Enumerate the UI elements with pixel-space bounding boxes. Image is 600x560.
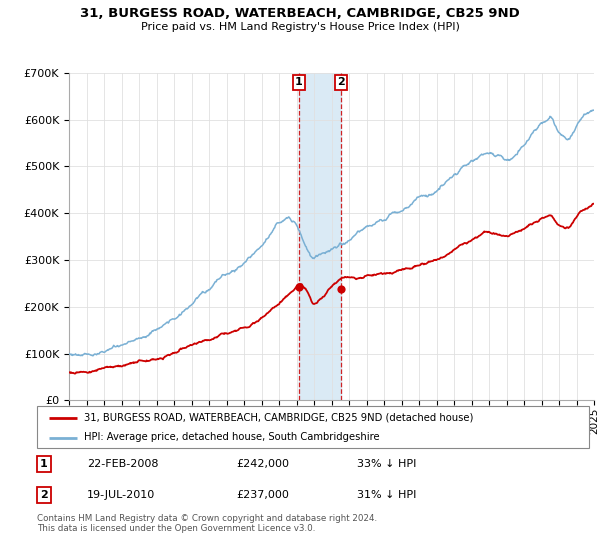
Text: 1: 1: [295, 77, 303, 87]
Text: 1: 1: [40, 459, 47, 469]
Text: Price paid vs. HM Land Registry's House Price Index (HPI): Price paid vs. HM Land Registry's House …: [140, 22, 460, 32]
Text: £237,000: £237,000: [236, 490, 289, 500]
Bar: [299, 73, 341, 400]
Text: 33% ↓ HPI: 33% ↓ HPI: [358, 459, 417, 469]
Text: £242,000: £242,000: [236, 459, 289, 469]
Text: 31, BURGESS ROAD, WATERBEACH, CAMBRIDGE, CB25 9ND (detached house): 31, BURGESS ROAD, WATERBEACH, CAMBRIDGE,…: [84, 413, 473, 423]
Text: HPI: Average price, detached house, South Cambridgeshire: HPI: Average price, detached house, Sout…: [84, 432, 380, 442]
Text: 31% ↓ HPI: 31% ↓ HPI: [358, 490, 417, 500]
Text: 19-JUL-2010: 19-JUL-2010: [87, 490, 155, 500]
Text: Contains HM Land Registry data © Crown copyright and database right 2024.
This d: Contains HM Land Registry data © Crown c…: [37, 514, 377, 534]
Point: [294, 283, 304, 292]
Text: 31, BURGESS ROAD, WATERBEACH, CAMBRIDGE, CB25 9ND: 31, BURGESS ROAD, WATERBEACH, CAMBRIDGE,…: [80, 7, 520, 20]
FancyBboxPatch shape: [37, 406, 589, 448]
Point: [337, 285, 346, 294]
Text: 22-FEB-2008: 22-FEB-2008: [87, 459, 158, 469]
Text: 2: 2: [337, 77, 345, 87]
Text: 2: 2: [40, 490, 47, 500]
